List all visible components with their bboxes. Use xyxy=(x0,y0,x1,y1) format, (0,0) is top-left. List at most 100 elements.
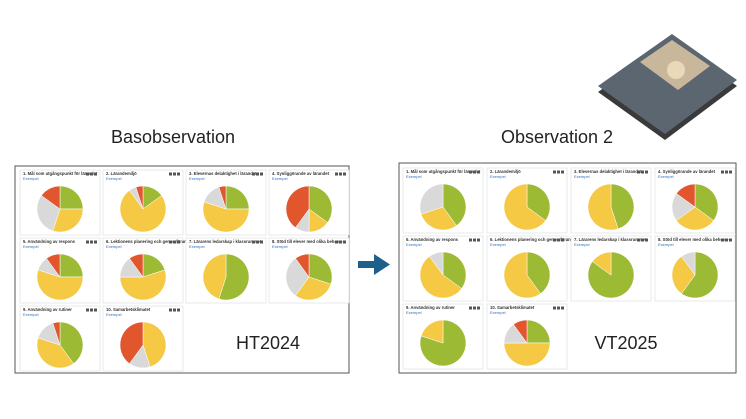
card-icon xyxy=(339,172,342,176)
pie-slice xyxy=(36,337,74,369)
card-link[interactable]: Exempel xyxy=(490,174,506,179)
card-link[interactable]: Exempel xyxy=(106,244,122,249)
card-icon xyxy=(473,238,476,242)
card-icon xyxy=(721,238,724,242)
card-title: 4. Synliggörande av lärandet xyxy=(272,171,330,176)
card-title: 2. Lärandemiljö xyxy=(490,169,521,174)
card-title: 2. Lärandemiljö xyxy=(106,171,137,176)
card-link[interactable]: Exempel xyxy=(490,242,506,247)
pie-slice xyxy=(676,183,696,208)
period-label: VT2025 xyxy=(594,333,657,353)
card-link[interactable]: Exempel xyxy=(574,174,590,179)
card-icon xyxy=(561,238,564,242)
card-icon xyxy=(343,240,346,244)
pie-slice xyxy=(420,319,444,344)
pie-slice xyxy=(202,201,250,233)
card-link[interactable]: Exempel xyxy=(574,242,590,247)
card-link[interactable]: Exempel xyxy=(106,312,122,317)
pie-slice xyxy=(419,256,462,299)
card-link[interactable]: Exempel xyxy=(406,174,422,179)
card-icon xyxy=(335,240,338,244)
pie-slice xyxy=(442,251,467,289)
card-icon xyxy=(173,308,176,312)
pie-slice xyxy=(610,183,635,230)
card-icon xyxy=(169,308,172,312)
pie-slice xyxy=(587,183,619,231)
card-icon xyxy=(173,240,176,244)
card-icon xyxy=(177,172,180,176)
card-icon xyxy=(641,238,644,242)
card-icon xyxy=(645,238,648,242)
pie-slice xyxy=(308,185,333,223)
pie-slice xyxy=(308,253,333,285)
card-icon xyxy=(725,238,728,242)
card-icon xyxy=(557,238,560,242)
card-link[interactable]: Exempel xyxy=(272,176,288,181)
pie-slice xyxy=(59,321,84,364)
card-link[interactable]: Exempel xyxy=(490,310,506,315)
card-link[interactable]: Exempel xyxy=(106,176,122,181)
pie-slice xyxy=(119,321,144,364)
card-icon xyxy=(725,170,728,174)
card-icon xyxy=(169,172,172,176)
card-icon xyxy=(90,308,93,312)
card-icon xyxy=(473,306,476,310)
card-icon xyxy=(177,240,180,244)
pie-slice xyxy=(119,190,167,233)
pie-slice xyxy=(526,183,551,221)
period-label: HT2024 xyxy=(236,333,300,353)
card-icon xyxy=(339,240,342,244)
card-icon xyxy=(86,240,89,244)
panel-heading: Observation 2 xyxy=(501,127,613,147)
pie-slice xyxy=(442,183,467,226)
card-icon xyxy=(86,172,89,176)
card-icon xyxy=(729,238,732,242)
card-title: 7. Lärarens ledarskap i klassrummet xyxy=(189,239,262,244)
card-link[interactable]: Exempel xyxy=(658,242,674,247)
card-link[interactable]: Exempel xyxy=(272,244,288,249)
pie-slice xyxy=(503,342,551,367)
card-icon xyxy=(553,238,556,242)
arrow xyxy=(358,254,390,275)
pie-slice xyxy=(429,251,444,276)
pie-slice xyxy=(59,253,84,278)
pie-slice xyxy=(59,185,84,210)
card-link[interactable]: Exempel xyxy=(23,312,39,317)
pie-slice xyxy=(218,253,250,301)
card-icon xyxy=(641,170,644,174)
card-icon xyxy=(469,170,472,174)
pie-slice xyxy=(694,183,719,221)
card-link[interactable]: Exempel xyxy=(189,176,205,181)
card-icon xyxy=(86,308,89,312)
pie-slice xyxy=(681,251,696,276)
pie-slice xyxy=(129,253,144,278)
card-icon xyxy=(90,240,93,244)
card-link[interactable]: Exempel xyxy=(406,310,422,315)
card-icon xyxy=(256,240,259,244)
pie-slice xyxy=(202,253,227,300)
pie-slice xyxy=(46,253,61,278)
card-link[interactable]: Exempel xyxy=(23,176,39,181)
card-link[interactable]: Exempel xyxy=(189,244,205,249)
card-link[interactable]: Exempel xyxy=(406,242,422,247)
panel-heading: Basobservation xyxy=(111,127,235,147)
card-icon xyxy=(260,172,263,176)
card-icon xyxy=(94,240,97,244)
card-icon xyxy=(477,306,480,310)
card-title: 10. Samarbetsklimatet xyxy=(490,305,535,310)
card-icon xyxy=(557,170,560,174)
pie-slice xyxy=(41,185,61,210)
card-title: 9. Användning av rutiner xyxy=(23,307,72,312)
card-icon xyxy=(260,240,263,244)
card-icon xyxy=(473,170,476,174)
pie-slice xyxy=(142,321,167,368)
card-link[interactable]: Exempel xyxy=(23,244,39,249)
card-title: 1. Mål som utgångspunkt för lärandet xyxy=(406,169,481,174)
card-icon xyxy=(561,306,564,310)
card-icon xyxy=(637,170,640,174)
card-title: 8. Stöd till elever med olika behov – xyxy=(658,237,729,242)
card-link[interactable]: Exempel xyxy=(658,174,674,179)
card-icon xyxy=(721,170,724,174)
card-title: 6. Lektionens planering och genomförande xyxy=(106,239,192,244)
